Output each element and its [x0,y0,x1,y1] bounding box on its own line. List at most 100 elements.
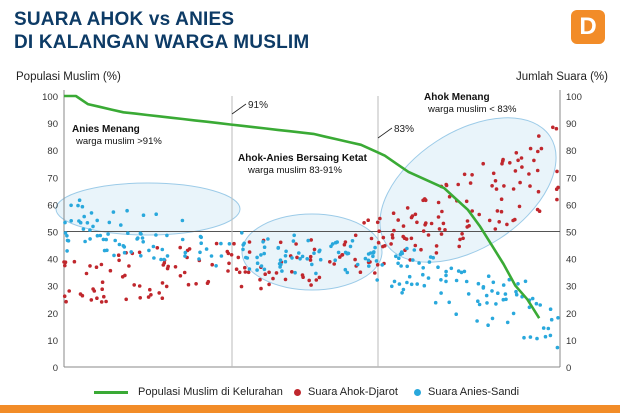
data-point [136,236,140,240]
data-point [436,265,440,270]
data-point [460,232,464,236]
y-axis-label-left: Populasi Muslim (%) [16,71,121,83]
data-point [500,161,504,166]
data-point [67,289,71,293]
data-point [236,255,241,260]
data-point [390,233,395,237]
data-point [152,256,156,260]
zone-subtitle: warga muslim 83-91% [247,165,343,176]
data-point [464,279,469,284]
y-tick-label-left: 30 [47,282,58,293]
data-point [219,241,223,246]
data-point [491,280,496,285]
data-point [477,302,482,307]
data-point [413,212,418,217]
data-point [64,299,68,304]
data-point [89,298,94,302]
y-tick-label-right: 90 [566,119,577,130]
data-point [381,244,385,249]
legend-swatch-line [94,390,128,394]
chart-legend: Populasi Muslim di Kelurahan Suara Ahok-… [0,384,620,404]
data-point [428,255,433,259]
data-point [501,157,505,162]
data-point [368,251,373,255]
data-point [422,197,427,201]
data-point [465,219,470,223]
data-point [112,253,116,258]
data-point [330,242,335,246]
y-tick-label-left: 50 [47,228,58,239]
data-point [392,228,396,233]
data-point [240,231,244,235]
data-point [283,277,288,282]
data-point [523,279,528,284]
data-point [227,242,232,246]
data-point [127,264,131,268]
data-point [178,245,182,250]
data-point [491,171,496,176]
data-point [501,283,506,287]
data-point [262,251,267,256]
data-point [511,311,516,316]
data-point [186,282,191,287]
data-point [421,272,425,277]
y-tick-label-right: 60 [566,200,577,211]
data-point [148,287,152,292]
data-point [511,218,515,223]
data-point [527,172,531,176]
data-point [499,197,504,201]
data-point [378,216,382,221]
data-point [465,225,470,229]
data-point [454,278,459,283]
data-point [283,259,288,264]
data-point [232,241,236,246]
data-point [187,247,192,251]
data-point [549,317,554,322]
data-point [155,246,160,250]
data-point [308,254,313,259]
data-point [528,184,532,188]
data-point [204,247,209,251]
data-point [246,270,251,275]
y-tick-label-right: 30 [566,282,577,293]
data-point [317,249,321,254]
data-point [353,257,357,262]
data-point [140,236,145,240]
data-point [412,248,417,252]
zone-title: Ahok Menang [424,92,490,103]
data-point [434,251,439,255]
data-point [518,180,522,185]
data-point [538,303,542,307]
data-point [530,296,535,301]
data-point [306,238,311,243]
data-point [139,254,143,258]
data-point [290,270,294,274]
data-point [255,261,260,266]
data-point [141,213,146,217]
data-point [180,237,185,242]
data-point [77,219,81,223]
data-point [439,232,444,236]
data-point [477,212,482,217]
y-tick-label-left: 0 [53,363,58,374]
data-point [151,244,156,249]
data-point [363,256,368,261]
data-point [258,277,262,282]
data-point [343,267,348,272]
data-point [154,233,158,237]
data-point [63,220,67,225]
data-point [496,291,500,296]
data-point [481,285,486,289]
data-point [101,237,106,242]
data-point [415,282,420,286]
zone-ellipse-anies [55,182,241,236]
y-tick-label-right: 40 [566,255,577,266]
data-point [456,269,461,273]
data-point [104,237,108,242]
data-point [84,271,89,276]
data-point [178,274,183,278]
data-point [305,257,310,261]
data-point [447,194,452,199]
data-point [423,223,427,227]
brand-logo: D [571,10,605,44]
